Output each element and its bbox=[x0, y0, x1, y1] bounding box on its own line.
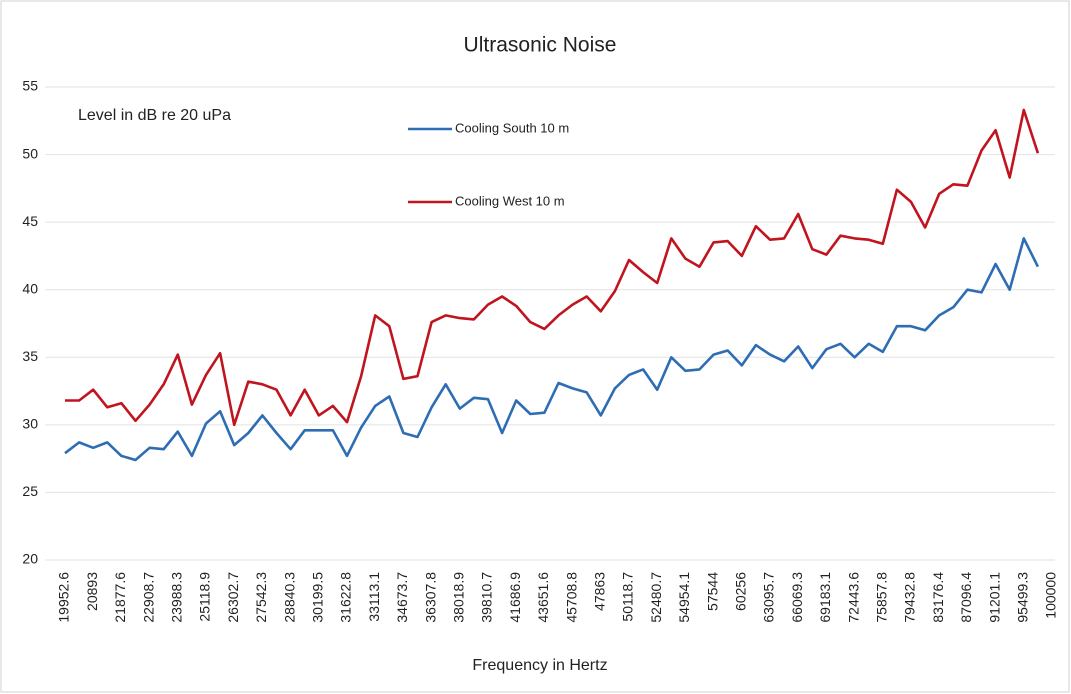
y-tick-label: 35 bbox=[22, 348, 38, 364]
x-tick-label: 57544 bbox=[704, 572, 720, 611]
x-tick-label: 36307.8 bbox=[422, 572, 438, 623]
y-tick-label: 45 bbox=[22, 213, 38, 229]
x-tick-label: 95499.3 bbox=[1015, 572, 1031, 623]
x-tick-label: 91201.1 bbox=[986, 572, 1002, 623]
x-tick-label: 100000 bbox=[1043, 572, 1059, 619]
x-tick-label: 19952.6 bbox=[56, 572, 72, 623]
x-tick-label: 33113.1 bbox=[366, 572, 382, 622]
x-tick-label: 30199.5 bbox=[310, 572, 326, 623]
series-line bbox=[65, 108, 1040, 427]
x-tick-label: 52480.7 bbox=[648, 572, 664, 623]
x-tick-label: 60256 bbox=[733, 572, 749, 611]
x-tick-label: 38018.9 bbox=[451, 572, 467, 623]
x-tick-label: 26302.7 bbox=[225, 572, 241, 623]
x-tick-label: 47863 bbox=[592, 572, 608, 611]
x-tick-label: 21877.6 bbox=[112, 572, 128, 623]
x-tick-label: 72443.6 bbox=[845, 572, 861, 623]
annotation: Level in dB re 20 uPa bbox=[78, 107, 231, 124]
x-tick-label: 50118.7 bbox=[620, 572, 636, 622]
y-tick-label: 25 bbox=[22, 483, 38, 499]
x-tick-label: 27542.3 bbox=[253, 572, 269, 623]
legend-label: Cooling South 10 m bbox=[455, 120, 569, 135]
x-tick-label: 20893 bbox=[84, 572, 100, 611]
y-tick-label: 40 bbox=[22, 280, 38, 296]
x-tick-label: 23988.3 bbox=[169, 572, 185, 623]
x-tick-label: 43651.6 bbox=[535, 572, 551, 623]
x-tick-label: 69183.1 bbox=[817, 572, 833, 623]
x-tick-label: 22908.7 bbox=[140, 572, 156, 623]
x-tick-label: 45708.8 bbox=[563, 572, 579, 623]
legend-label: Cooling West 10 m bbox=[455, 193, 565, 208]
series-line bbox=[64, 237, 1040, 462]
x-tick-label: 79432.8 bbox=[902, 572, 918, 623]
y-tick-label: 30 bbox=[22, 416, 38, 432]
x-tick-label: 75857.8 bbox=[874, 572, 890, 623]
x-tick-label: 28840.3 bbox=[281, 572, 297, 623]
x-tick-label: 54954.1 bbox=[676, 572, 692, 623]
x-tick-label: 83176.4 bbox=[930, 572, 946, 623]
chart-title: Ultrasonic Noise bbox=[464, 34, 617, 57]
y-tick-label: 55 bbox=[22, 78, 38, 94]
x-tick-label: 41686.9 bbox=[507, 572, 523, 623]
x-tick-label: 31622.8 bbox=[338, 572, 354, 623]
x-tick-label: 63095.7 bbox=[761, 572, 777, 623]
x-tick-label: 87096.4 bbox=[958, 572, 974, 623]
y-tick-label: 20 bbox=[22, 551, 38, 567]
x-tick-label: 66069.3 bbox=[789, 572, 805, 623]
x-tick-label: 34673.7 bbox=[394, 572, 410, 623]
x-tick-label: 39810.7 bbox=[479, 572, 495, 623]
x-tick-label: 25118.9 bbox=[197, 572, 213, 622]
y-tick-label: 50 bbox=[22, 145, 38, 161]
x-axis-title: Frequency in Hertz bbox=[472, 657, 607, 674]
